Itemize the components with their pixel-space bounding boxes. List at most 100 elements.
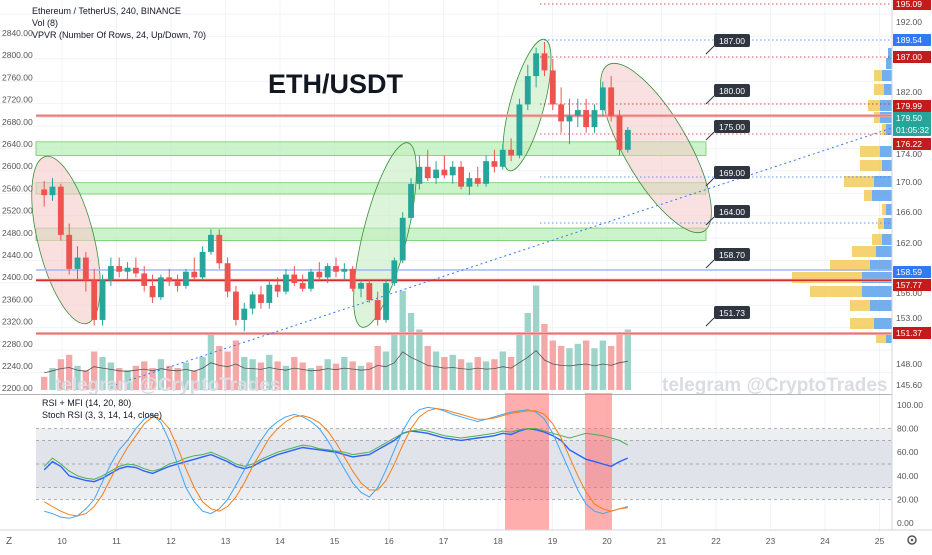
level-label-text: 169.00 [719,168,745,178]
x-tick: 19 [548,536,558,546]
volume-bar [57,359,65,390]
right-price-badges: 195.09 189.54 187.00 179.99 179.50 01:05:32 17… [893,0,931,339]
level-label-169.00: 169.00 [714,166,750,179]
vpvr-up [870,260,892,271]
vpvr-down [868,100,880,111]
series-stoch_d [43,407,628,517]
left-tick: 2200.00 [2,383,33,393]
candle-body [374,300,381,320]
ind-tick: 100.00 [897,400,923,410]
x-tick: 25 [875,536,885,546]
level-label-158.70: 158.70 [714,248,750,261]
volume-bar [532,285,540,390]
volume-bar [416,329,423,390]
gear-icon[interactable] [907,535,917,545]
price-badge-text: 176.22 [896,139,922,149]
volume-bar [574,343,581,390]
left-tick: 2400.00 [2,272,33,282]
level-label-text: 164.00 [719,207,745,217]
candle-body [349,268,356,289]
rsi-line-label[interactable]: RSI + MFI (14, 20, 80) [42,398,131,408]
vpvr-up [880,112,892,123]
right-tick: 153.00 [896,313,922,323]
price-badge-text: 158.59 [896,267,922,277]
overbought-highlight-2 [585,393,612,530]
candle-body [249,294,256,309]
volume-bar [566,348,573,390]
volume-bar [541,324,548,390]
price-badge-text: 187.00 [896,52,922,62]
right-tick: 182.00 [896,87,922,97]
volume-bar [49,368,56,390]
level-label-151.73: 151.73 [714,306,750,319]
candle-body [533,53,540,77]
vpvr-up [874,318,892,329]
indicator-axis[interactable]: 100.00 80.00 60.00 40.00 20.00 0.00 [897,400,923,528]
vol-line[interactable]: Vol (8) [32,18,58,28]
candle-body [441,169,448,176]
candle-body [391,260,398,284]
candle-body [399,217,406,261]
volume-bar [366,362,373,390]
vpvr-line[interactable]: VPVR (Number Of Rows, 24, Up/Down, 70) [32,30,206,40]
symbol-line[interactable]: Ethereum / TetherUS, 240, BINANCE [32,6,181,16]
volume-bar [124,370,131,390]
z-icon[interactable]: Z [6,536,12,547]
volume-bar [132,365,140,390]
stoch-line-label[interactable]: Stoch RSI (3, 3, 14, 14, close) [42,410,162,420]
volume-bar [591,348,598,390]
candle-body [66,234,73,269]
candle-body [149,285,156,298]
candle-body [107,266,114,281]
left-tick: 2840.00 [2,28,33,38]
candle-body [458,166,464,187]
volume-bar [166,365,173,390]
volume-bar [41,376,48,390]
ellipse-left-red [31,155,101,325]
candle-body [208,234,214,252]
candle-body [566,115,573,122]
level-label-text: 175.00 [719,122,745,132]
candle-body [74,257,81,269]
vpvr-up [862,272,892,283]
volume-bar [349,361,356,390]
vpvr-down [860,160,882,171]
left-tick: 2640.00 [2,139,33,149]
left-price-axis[interactable]: 2840.00 2800.00 2760.00 2720.00 2680.00 2640.… [2,28,33,393]
candle-body [416,166,423,184]
left-tick: 2440.00 [2,250,33,260]
vpvr-up [886,204,892,215]
price-badge: 189.54 [893,34,931,46]
indicator-separator [0,394,932,395]
volume-bar [99,357,106,390]
left-tick: 2240.00 [2,361,33,371]
x-tick: 13 [221,536,231,546]
candle-body [583,110,590,128]
vpvr-down [850,318,874,329]
volume-bar [174,368,181,390]
candle-body [41,189,48,196]
volume-bar [332,363,340,390]
candle-body [224,263,231,292]
time-axis[interactable]: 10 11 12 13 14 15 16 17 18 19 20 21 22 23 24 25 [57,536,884,546]
price-badge-text: 01:05:32 [896,125,929,135]
x-tick: 14 [275,536,285,546]
vpvr-up [882,234,892,245]
level-label-175.00: 175.00 [714,120,750,133]
volume-bar [557,346,565,390]
left-tick: 2560.00 [2,183,33,193]
candle-body [491,161,498,167]
candle-body [308,271,314,289]
candle-body [383,283,389,320]
volume-bar [74,365,81,390]
candle-body [82,257,89,281]
trend-line [114,127,893,386]
ind-tick: 80.00 [897,424,919,434]
candle-body [449,166,456,176]
volume-bar [432,351,440,390]
volume-bar [316,365,323,390]
volume-bar [282,365,290,390]
ind-tick: 20.00 [897,494,919,504]
volume-bar [357,365,365,390]
